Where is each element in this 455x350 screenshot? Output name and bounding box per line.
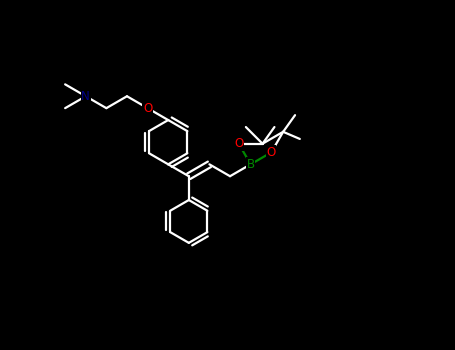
Text: N: N (81, 90, 90, 103)
Text: O: O (267, 146, 276, 159)
Text: O: O (143, 102, 152, 115)
Text: O: O (234, 137, 243, 150)
Text: B: B (247, 158, 255, 171)
